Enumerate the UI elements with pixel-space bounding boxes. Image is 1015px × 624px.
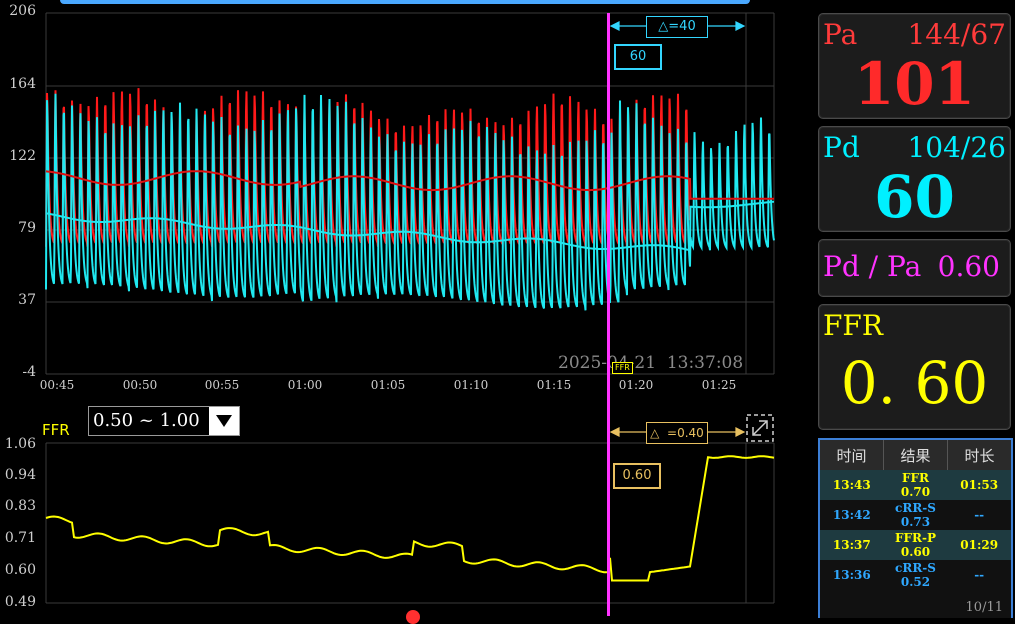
table-row[interactable]: 13:43 FFR 0.70 01:53 <box>820 470 1011 500</box>
table-row[interactable]: 13:37 FFR-P 0.60 01:29 <box>820 530 1011 560</box>
row-time: 13:42 <box>832 508 871 522</box>
y-tick: 0.94 <box>4 467 36 483</box>
row-result-value: 0.70 <box>900 485 931 499</box>
row-duration: -- <box>974 508 985 522</box>
row-result-type: cRR-S <box>895 561 936 575</box>
y-tick: 0.71 <box>4 530 36 546</box>
range-select[interactable]: 0.50 ~ 1.00 <box>88 406 240 436</box>
record-indicator <box>406 610 420 624</box>
row-time: 13:37 <box>832 538 871 552</box>
y-tick: 0.83 <box>4 498 36 514</box>
column-header-duration: 时长 <box>964 446 995 465</box>
x-tick: 01:00 <box>287 378 323 392</box>
row-result: cRR-S 0.52 <box>884 560 948 590</box>
y-tick: -4 <box>22 364 36 380</box>
row-time: 13:36 <box>832 568 871 582</box>
x-tick: 00:50 <box>122 378 158 392</box>
row-duration: -- <box>974 568 985 582</box>
row-result: FFR-P 0.60 <box>884 530 948 560</box>
ffr-delta-label: △ =0.40 <box>646 422 708 444</box>
cursor-value-label: 60 <box>614 44 662 70</box>
timestamp: 2025-04-21 13:37:08 <box>558 353 744 373</box>
x-tick: 00:45 <box>39 378 75 392</box>
ffr-chart-title: FFR <box>42 421 70 439</box>
y-tick: 0.60 <box>4 562 36 578</box>
results-table[interactable]: 时间 结果 时长 13:43 FFR 0.70 01:53 13:42 cRR-… <box>818 438 1013 618</box>
y-tick: 122 <box>9 148 36 164</box>
pa-sys-dia: 144/67 <box>907 18 1006 51</box>
pa-box: Pa 144/67 101 <box>818 13 1011 119</box>
expand-icon[interactable] <box>745 413 775 447</box>
table-row[interactable]: 13:42 cRR-S 0.73 -- <box>820 500 1011 530</box>
y-tick: 0.49 <box>4 594 36 610</box>
pa-label: Pa <box>823 18 858 51</box>
row-result: FFR 0.70 <box>884 470 948 500</box>
y-tick: 79 <box>18 220 36 236</box>
x-tick: 01:05 <box>370 378 406 392</box>
row-result-value: 0.60 <box>900 545 931 559</box>
y-tick: 1.06 <box>4 436 36 452</box>
row-result: cRR-S 0.73 <box>884 500 948 530</box>
row-duration: 01:29 <box>960 538 999 552</box>
delta-label: △=40 <box>646 16 708 38</box>
time-cursor[interactable] <box>607 13 610 616</box>
x-tick: 01:20 <box>618 378 654 392</box>
ffr-label: FFR <box>823 309 883 342</box>
top-scroll-indicator <box>60 0 750 4</box>
pa-mean: 101 <box>853 50 976 118</box>
ffr-cursor-value: 0.60 <box>613 463 661 489</box>
page-indicator: 10/11 <box>965 600 1003 615</box>
column-header-time: 时间 <box>820 440 884 470</box>
y-tick: 37 <box>18 292 36 308</box>
row-result-type: cRR-S <box>895 501 936 515</box>
ffr-marker: FFR <box>612 362 633 374</box>
row-time: 13:43 <box>832 478 871 492</box>
y-tick: 206 <box>9 3 36 19</box>
row-result-value: 0.52 <box>900 575 931 589</box>
row-duration: 01:53 <box>960 478 999 492</box>
x-tick: 00:55 <box>204 378 240 392</box>
table-header: 时间 结果 时长 <box>820 440 1011 470</box>
range-select-value: 0.50 ~ 1.00 <box>93 410 200 431</box>
pressure-plot <box>45 12 775 375</box>
row-result-type: FFR-P <box>895 531 937 545</box>
ffr-value: 0. 60 <box>840 349 989 417</box>
row-result-value: 0.73 <box>900 515 931 529</box>
pd-box: Pd 104/26 60 <box>818 126 1011 232</box>
dropdown-arrow-icon[interactable] <box>209 407 239 435</box>
pd-pa-value: 0.60 <box>937 250 1000 283</box>
table-row[interactable]: 13:36 cRR-S 0.52 -- <box>820 560 1011 590</box>
x-tick: 01:10 <box>453 378 489 392</box>
column-header-result: 结果 <box>884 440 948 470</box>
y-tick: 164 <box>9 76 36 92</box>
pd-label: Pd <box>823 131 860 164</box>
x-tick: 01:25 <box>701 378 737 392</box>
ffr-box: FFR 0. 60 <box>818 304 1011 430</box>
pd-mean: 60 <box>874 163 955 231</box>
pd-pa-label: Pd / Pa <box>823 250 922 283</box>
pd-pa-ratio-box: Pd / Pa 0.60 <box>818 239 1011 297</box>
row-result-type: FFR <box>902 471 930 485</box>
x-tick: 01:15 <box>536 378 572 392</box>
pd-sys-dia: 104/26 <box>907 131 1006 164</box>
